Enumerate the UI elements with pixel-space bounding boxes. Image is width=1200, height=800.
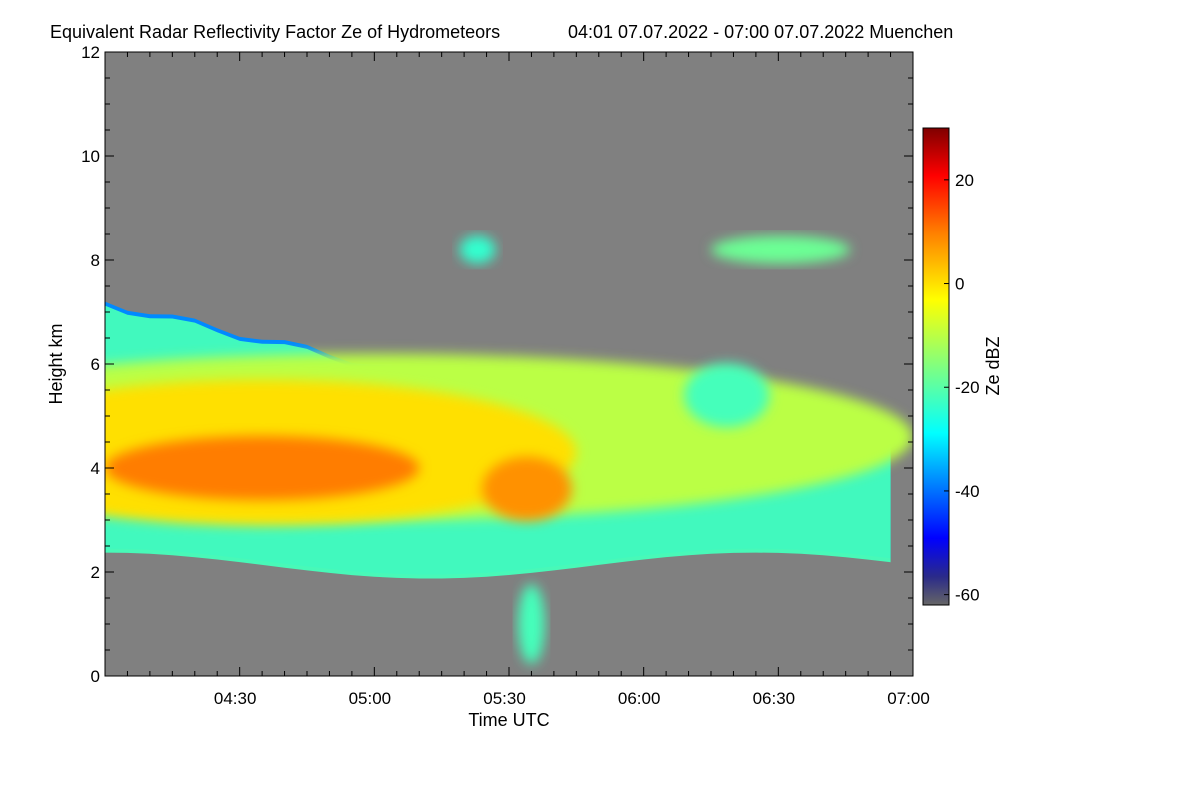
colorbar-tick-label: -20 [955, 378, 980, 397]
reflectivity-field [105, 235, 913, 664]
x-tick-label: 05:00 [349, 689, 392, 708]
x-axis-label: Time UTC [468, 710, 549, 730]
x-tick-label: 06:00 [618, 689, 661, 708]
colorbar-tick-label: -60 [955, 586, 980, 605]
y-axis: 0 2 4 6 8 10 12 [81, 43, 913, 686]
y-tick-label: 12 [81, 43, 100, 62]
y-tick-label: 8 [91, 251, 100, 270]
colorbar-tick-label: 0 [955, 275, 964, 294]
region-core-04:01-05:10 [105, 436, 420, 500]
x-axis: 04:30 05:00 05:30 06:00 06:30 07:00 [104, 52, 930, 708]
x-tick-label: 07:00 [887, 689, 930, 708]
region-cirrus-05:20 [459, 235, 496, 264]
x-tick-label: 04:30 [214, 689, 257, 708]
region-rain-shaft-05:35 [517, 584, 545, 664]
y-tick-label: 2 [91, 563, 100, 582]
region-upper-cloud-06:30 [684, 363, 770, 428]
region-cirrus-06:10-06:45 [711, 235, 851, 264]
region-core-05:25-05:45 [482, 456, 572, 521]
y-tick-label: 10 [81, 147, 100, 166]
x-tick-label: 05:30 [483, 689, 526, 708]
chart-title: Equivalent Radar Reflectivity Factor Ze … [50, 22, 500, 42]
colorbar-tick-label: 20 [955, 171, 974, 190]
y-tick-label: 0 [91, 667, 100, 686]
colorbar-label: Ze dBZ [983, 336, 1003, 395]
y-tick-label: 6 [91, 355, 100, 374]
y-axis-label: Height km [46, 323, 66, 404]
colorbar-ticks: 20 0 -20 -40 -60 [944, 171, 980, 605]
colorbar-tick-label: -40 [955, 482, 980, 501]
chart-time-range: 04:01 07.07.2022 - 07:00 07.07.2022 Muen… [568, 22, 953, 42]
colorbar [922, 127, 950, 606]
y-tick-label: 4 [91, 459, 100, 478]
x-tick-label: 06:30 [753, 689, 796, 708]
